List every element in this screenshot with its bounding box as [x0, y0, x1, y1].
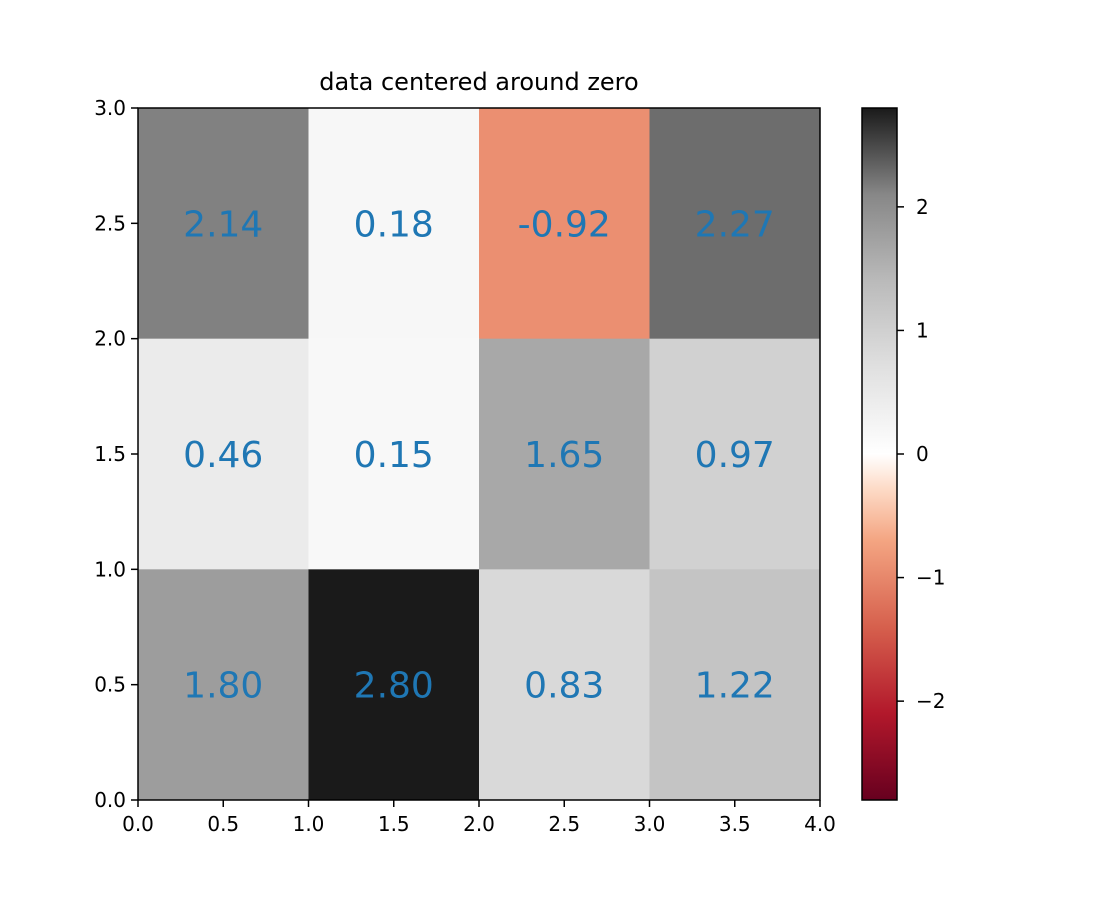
x-tick-label: 1.0: [293, 812, 325, 836]
cell-value-label: 1.22: [695, 666, 775, 707]
heatmap-cell: [479, 338, 650, 570]
y-tick-label: 2.5: [94, 211, 126, 235]
x-tick-label: 2.0: [463, 812, 495, 836]
heatmap-cell: [479, 108, 650, 340]
heatmap-cell: [649, 108, 821, 340]
x-tick-label: 3.5: [719, 812, 751, 836]
x-tick-label: 1.5: [378, 812, 410, 836]
heatmap-cell: [138, 338, 309, 570]
y-tick-label: 0.0: [94, 788, 126, 812]
cell-value-label: 2.80: [354, 666, 434, 707]
colorbar-tick-label: 2: [916, 195, 929, 219]
heatmap-cell: [649, 569, 821, 801]
chart-title: data centered around zero: [319, 68, 638, 96]
cell-value-label: 1.65: [524, 435, 604, 476]
heatmap-cell: [308, 108, 480, 340]
cell-value-label: 1.80: [183, 666, 263, 707]
y-axis: 0.0 0.5 1.0 1.5 2.0 2.5 3.0: [94, 96, 138, 812]
heatmap-cells: [138, 108, 821, 801]
y-tick-label: 3.0: [94, 96, 126, 120]
cell-value-label: 2.14: [183, 204, 263, 245]
colorbar-tick-label: −2: [916, 689, 945, 713]
heatmap-cell: [479, 569, 650, 801]
heatmap-cell: [308, 338, 480, 570]
colorbar-tick-label: 1: [916, 318, 929, 342]
y-tick-label: 2.0: [94, 327, 126, 351]
x-axis: 0.0 0.5 1.0 1.5 2.0 2.5 3.0 3.5 4.0: [122, 800, 836, 836]
x-tick-label: 3.0: [634, 812, 666, 836]
cell-value-label: 0.46: [183, 435, 263, 476]
heatmap-cell: [138, 569, 309, 801]
colorbar-gradient: [861, 107, 898, 801]
heatmap-cell: [308, 569, 480, 801]
y-tick-label: 0.5: [94, 673, 126, 697]
y-tick-label: 1.5: [94, 442, 126, 466]
x-tick-label: 4.0: [804, 812, 836, 836]
heatmap-cell: [138, 108, 309, 340]
cell-value-label: 0.83: [524, 666, 604, 707]
heatmap-cell: [649, 338, 821, 570]
y-tick-label: 1.0: [94, 557, 126, 581]
x-tick-label: 0.5: [207, 812, 239, 836]
cell-value-label: 2.27: [695, 204, 775, 245]
colorbar-tick-label: 0: [916, 442, 929, 466]
x-tick-label: 0.0: [122, 812, 154, 836]
colorbar: −2 −1 0 1 2: [861, 107, 945, 801]
cell-value-label: 0.97: [695, 435, 775, 476]
cell-value-label: -0.92: [518, 204, 611, 245]
colorbar-tick-label: −1: [916, 566, 945, 590]
cell-labels: 2.14 0.18 -0.92 2.27 0.46 0.15 1.65 0.97 1.80 2.8…: [183, 204, 775, 706]
cell-value-label: 0.18: [354, 204, 434, 245]
x-tick-label: 2.5: [548, 812, 580, 836]
cell-value-label: 0.15: [354, 435, 434, 476]
